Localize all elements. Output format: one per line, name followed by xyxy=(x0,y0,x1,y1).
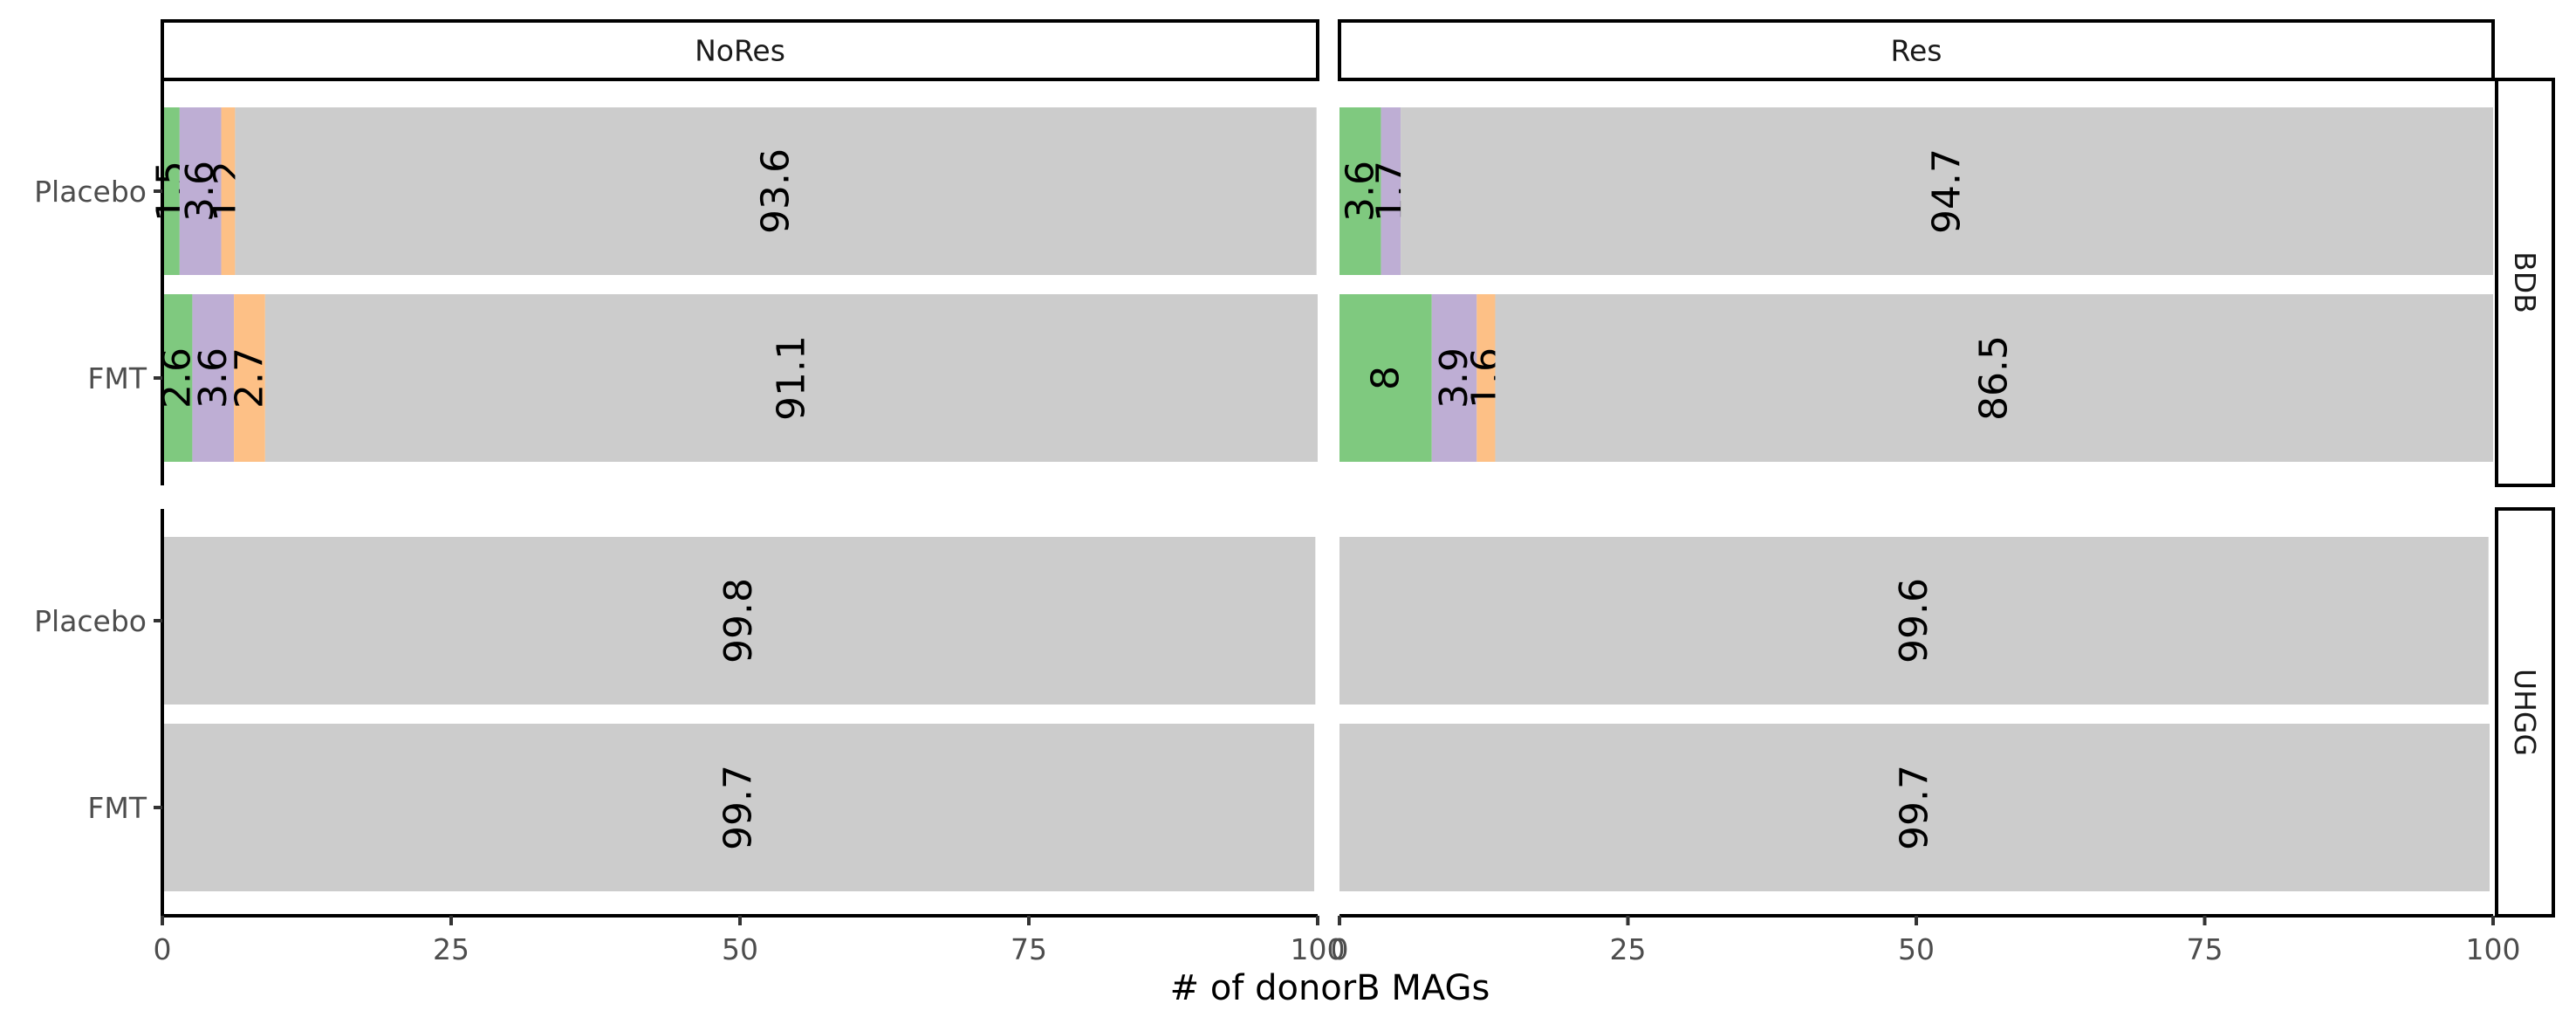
x-axis-title: # of donorB MAGs xyxy=(1170,968,1490,1008)
x-tick-label: 0 xyxy=(1331,932,1349,966)
bar-data-label: 8 xyxy=(1363,366,1408,390)
x-tick-label: 75 xyxy=(2187,932,2223,966)
facet-strip-label: Res xyxy=(1891,34,1942,68)
bar-segment xyxy=(1339,107,1381,275)
x-tick-label: 25 xyxy=(433,932,469,966)
bar-segment xyxy=(1401,107,2493,275)
facet-strips: NoRes Res BDB UHGG xyxy=(161,19,2555,918)
bar-data-label: 99.8 xyxy=(716,578,761,663)
facet-strip-label: BDB xyxy=(2508,251,2542,313)
bar-segment xyxy=(1339,724,2490,891)
facet-strip-label: NoRes xyxy=(695,34,785,68)
bar-segment xyxy=(1495,294,2493,462)
facet-strip-nores xyxy=(161,19,1319,81)
x-tick-label: 0 xyxy=(154,932,172,966)
bar-segment xyxy=(162,537,1316,705)
bar-segment xyxy=(1476,294,1496,462)
x-tick-label: 25 xyxy=(1610,932,1647,966)
bar-segment xyxy=(1339,294,1432,462)
x-tick-label: 100 xyxy=(2466,932,2521,966)
bar-segment xyxy=(1431,294,1477,462)
x-tick-label: 50 xyxy=(1898,932,1935,966)
x-tick-label: 50 xyxy=(722,932,758,966)
facet-strip-bdb xyxy=(2495,78,2555,487)
bar-segment xyxy=(1339,537,2489,705)
bar-segment xyxy=(1380,107,1401,275)
bar-data-label: 2.7 xyxy=(227,347,271,409)
bar-data-label: 3.9 xyxy=(1432,347,1476,409)
bar-data-label: 99.7 xyxy=(716,765,761,850)
x-tick-label: 75 xyxy=(1011,932,1047,966)
panel-uhgg-nores: 99.8 99.7 xyxy=(162,537,1316,891)
facet-panels: 1.53.61.2 93.62.63.62.7 91.13.61.7 94.78 3.9… xyxy=(148,107,2493,891)
panel-uhgg-res: 99.6 99.7 xyxy=(1339,537,2490,891)
bar-segment xyxy=(264,294,1319,462)
bar-segment xyxy=(235,107,1317,275)
panel-bdb-res: 3.61.7 94.78 3.91.6 86.5 xyxy=(1338,107,2493,462)
y-tick-label: Placebo xyxy=(34,175,147,209)
x-tick-label: 100 xyxy=(1291,932,1346,966)
panel-bdb-nores: 1.53.61.2 93.62.63.62.7 91.1 xyxy=(148,107,1319,462)
bar-data-label: 86.5 xyxy=(1972,335,2017,421)
y-tick-label: FMT xyxy=(87,361,147,395)
bar-data-label: 93.6 xyxy=(754,148,798,234)
y-tick-label: Placebo xyxy=(34,604,147,638)
bar-segment xyxy=(221,107,236,275)
bar-segment xyxy=(162,294,193,462)
bar-segment xyxy=(234,294,265,462)
facet-strip-label: UHGG xyxy=(2508,669,2542,756)
bar-segment xyxy=(192,294,235,462)
bar-data-label: 91.1 xyxy=(769,335,813,421)
facet-strip-res xyxy=(1338,19,2495,81)
bar-data-label: 94.7 xyxy=(1925,148,1970,234)
facet-strip-uhgg xyxy=(2495,507,2555,918)
bar-data-label: 3.6 xyxy=(191,347,236,409)
bar-segment xyxy=(179,107,222,275)
bar-data-label: 3.6 xyxy=(1338,161,1382,222)
bar-segment xyxy=(162,107,180,275)
bar-data-label: 99.6 xyxy=(1892,578,1936,663)
bar-data-label: 3.6 xyxy=(178,161,223,222)
bar-segment xyxy=(162,724,1315,891)
bar-data-label: 99.7 xyxy=(1893,765,1937,850)
y-tick-label: FMT xyxy=(87,791,147,825)
